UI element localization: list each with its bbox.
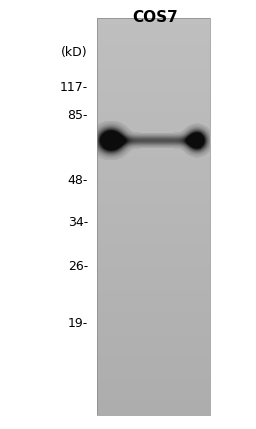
Text: 85-: 85- bbox=[68, 109, 88, 122]
Text: 26-: 26- bbox=[68, 260, 88, 272]
Text: 34-: 34- bbox=[68, 216, 88, 229]
Text: 19-: 19- bbox=[68, 317, 88, 330]
Text: COS7: COS7 bbox=[132, 10, 178, 25]
Text: 48-: 48- bbox=[68, 174, 88, 187]
Text: 117-: 117- bbox=[60, 81, 88, 94]
Text: (kD): (kD) bbox=[61, 46, 88, 60]
Bar bbox=[97, 18, 210, 415]
